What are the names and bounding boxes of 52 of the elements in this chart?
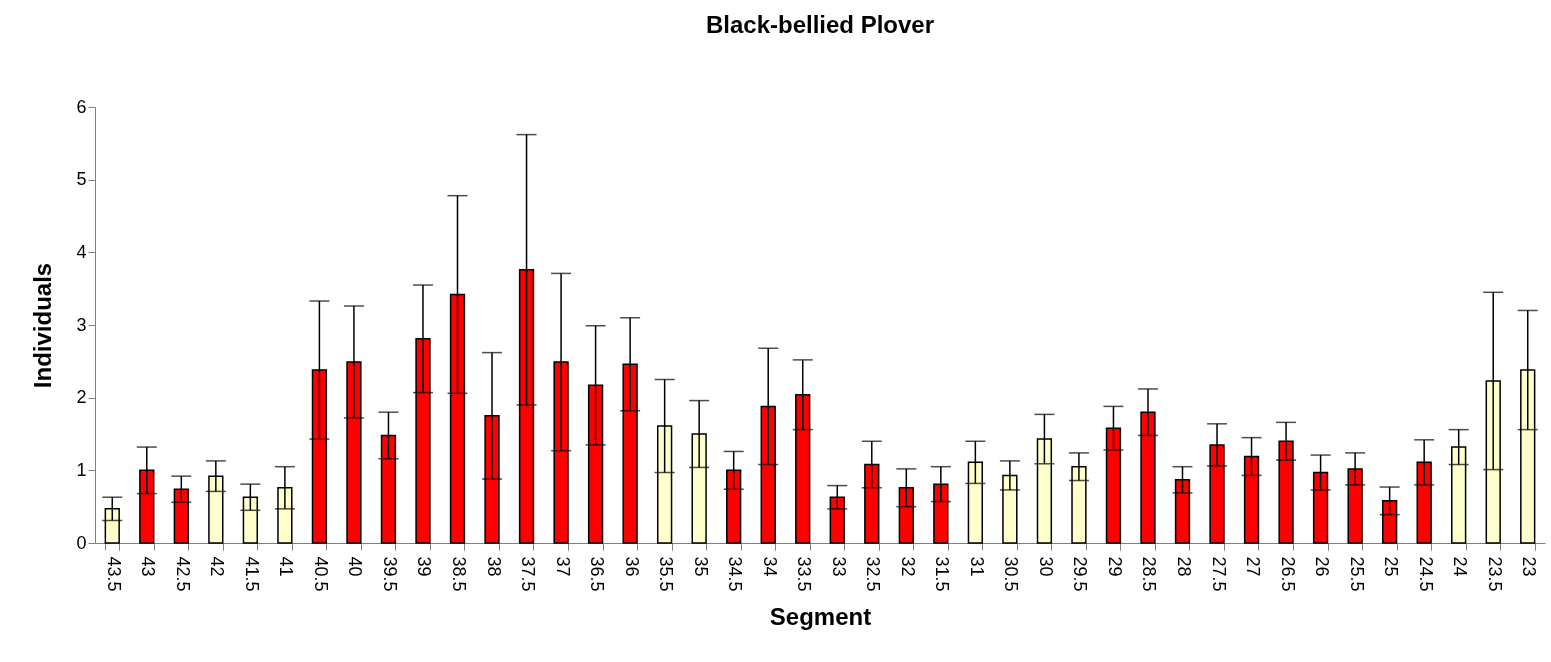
x-tick-label: 24.5 bbox=[1415, 556, 1436, 592]
x-tick-label: 40.5 bbox=[310, 556, 331, 592]
x-tick-label: 29.5 bbox=[1070, 556, 1091, 592]
x-tick-label: 43.5 bbox=[103, 556, 124, 592]
x-tick-label: 25 bbox=[1381, 556, 1402, 577]
x-tick-label: 23 bbox=[1519, 556, 1540, 577]
x-tick-label: 24 bbox=[1450, 556, 1471, 577]
x-tick-label: 32 bbox=[897, 556, 918, 577]
x-tick-label: 28.5 bbox=[1139, 556, 1160, 592]
x-tick-label: 30 bbox=[1035, 556, 1056, 577]
x-tick-label: 39.5 bbox=[379, 556, 400, 592]
y-tick-label: 6 bbox=[76, 96, 87, 117]
x-tick-label: 38.5 bbox=[449, 556, 469, 592]
x-axis-title: Segment bbox=[769, 602, 872, 630]
x-tick-label: 28 bbox=[1174, 556, 1194, 577]
x-tick-label: 40 bbox=[345, 556, 366, 577]
x-tick-label: 33 bbox=[828, 556, 849, 577]
x-tick-label: 27.5 bbox=[1208, 556, 1229, 592]
x-tick-label: 37 bbox=[552, 556, 573, 577]
y-tick-label: 4 bbox=[76, 241, 87, 262]
x-tick-label: 39 bbox=[414, 556, 435, 577]
x-tick-label: 41 bbox=[276, 556, 297, 577]
y-tick-label: 2 bbox=[76, 387, 87, 408]
x-tick-label: 38 bbox=[483, 556, 504, 577]
x-tick-label: 43 bbox=[138, 556, 159, 577]
x-tick-label: 36.5 bbox=[587, 556, 608, 592]
x-tick-label: 31.5 bbox=[932, 556, 953, 592]
x-tick-label: 35.5 bbox=[656, 556, 677, 592]
x-tick-label: 32.5 bbox=[863, 556, 884, 592]
x-tick-label: 36 bbox=[621, 556, 642, 577]
chart-title: Black-bellied Plover bbox=[705, 11, 935, 38]
x-tick-label: 41.5 bbox=[241, 556, 262, 592]
x-tick-label: 26 bbox=[1312, 556, 1333, 577]
x-tick-label: 30.5 bbox=[1001, 556, 1022, 592]
y-tick-label: 5 bbox=[76, 169, 87, 190]
x-tick-label: 29 bbox=[1104, 556, 1125, 577]
y-tick-label: 1 bbox=[76, 459, 87, 480]
x-tick-label: 34.5 bbox=[725, 556, 746, 592]
x-tick-label: 42.5 bbox=[172, 556, 193, 592]
y-tick-label: 3 bbox=[76, 314, 87, 335]
x-tick-label: 23.5 bbox=[1484, 556, 1505, 592]
y-tick-label: 0 bbox=[76, 532, 87, 553]
x-tick-label: 31 bbox=[966, 556, 987, 577]
x-tick-label: 35 bbox=[690, 556, 711, 577]
x-tick-label: 26.5 bbox=[1277, 556, 1298, 592]
x-tick-label: 34 bbox=[759, 556, 780, 577]
x-tick-label: 33.5 bbox=[794, 556, 815, 592]
x-tick-label: 27 bbox=[1243, 556, 1264, 577]
x-tick-label: 42 bbox=[207, 556, 228, 577]
x-tick-label: 37.5 bbox=[518, 556, 539, 592]
y-axis-title: Individuals bbox=[29, 262, 57, 389]
x-tick-label: 25.5 bbox=[1346, 556, 1367, 592]
